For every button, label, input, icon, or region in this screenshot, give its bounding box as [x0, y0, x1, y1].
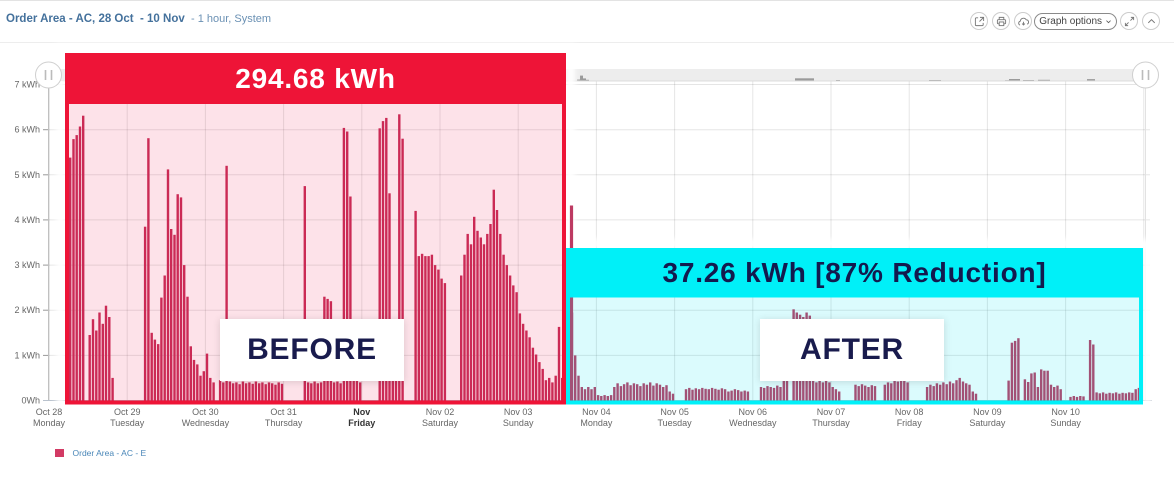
svg-text:Nov 09: Nov 09	[973, 407, 1002, 417]
svg-text:Friday: Friday	[348, 418, 375, 428]
svg-text:7 kWh: 7 kWh	[14, 80, 40, 90]
svg-text:Sunday: Sunday	[1050, 418, 1081, 428]
svg-text:Tuesday: Tuesday	[110, 418, 145, 428]
svg-text:Thursday: Thursday	[265, 418, 303, 428]
svg-text:Nov 08: Nov 08	[895, 407, 924, 417]
svg-text:4 kWh: 4 kWh	[14, 215, 40, 225]
svg-text:Nov 06: Nov 06	[739, 407, 768, 417]
svg-text:Monday: Monday	[580, 418, 613, 428]
svg-text:3 kWh: 3 kWh	[14, 260, 40, 270]
svg-text:6 kWh: 6 kWh	[14, 125, 40, 135]
svg-text:Oct 31: Oct 31	[270, 407, 297, 417]
svg-text:Nov 05: Nov 05	[660, 407, 689, 417]
svg-text:2 kWh: 2 kWh	[14, 305, 40, 315]
svg-text:Sunday: Sunday	[503, 418, 534, 428]
svg-text:Oct 28: Oct 28	[36, 407, 63, 417]
svg-text:Oct 29: Oct 29	[114, 407, 141, 417]
svg-text:Saturday: Saturday	[969, 418, 1006, 428]
svg-text:5 kWh: 5 kWh	[14, 170, 40, 180]
svg-text:Saturday: Saturday	[422, 418, 459, 428]
svg-text:Nov 02: Nov 02	[426, 407, 455, 417]
svg-text:0Wh: 0Wh	[21, 396, 40, 406]
svg-text:Nov 04: Nov 04	[582, 407, 611, 417]
svg-text:Wednesday: Wednesday	[729, 418, 777, 428]
svg-text:Monday: Monday	[33, 418, 66, 428]
svg-text:Tuesday: Tuesday	[658, 418, 693, 428]
svg-text:Nov 07: Nov 07	[817, 407, 846, 417]
svg-text:Nov: Nov	[353, 407, 370, 417]
svg-text:Nov 10: Nov 10	[1051, 407, 1080, 417]
svg-text:Wednesday: Wednesday	[182, 418, 230, 428]
svg-text:Oct 30: Oct 30	[192, 407, 219, 417]
svg-text:Friday: Friday	[897, 418, 923, 428]
svg-text:Thursday: Thursday	[812, 418, 850, 428]
svg-text:Nov 03: Nov 03	[504, 407, 533, 417]
svg-text:1 kWh: 1 kWh	[14, 350, 40, 360]
